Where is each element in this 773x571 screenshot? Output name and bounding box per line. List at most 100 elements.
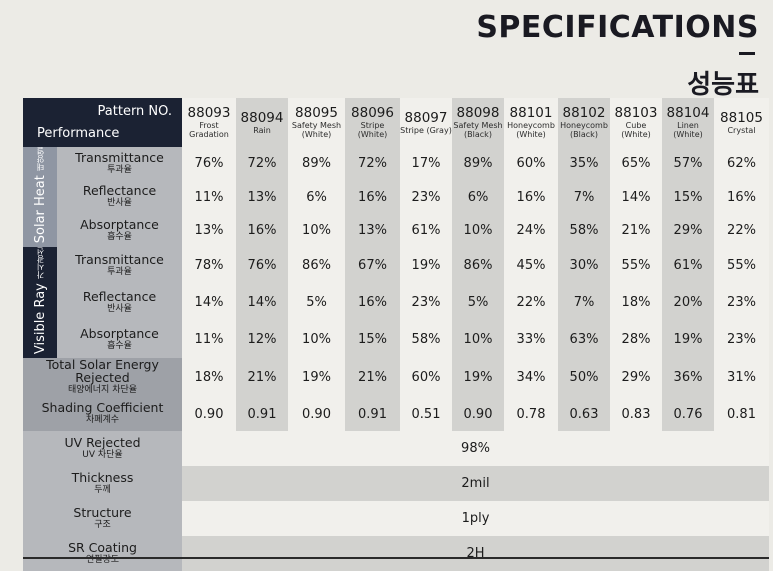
- value-cell: 76%: [236, 247, 288, 285]
- value-cell: 31%: [714, 358, 769, 398]
- table-row: Absorptance 흡수율 13% 16% 10% 13% 61% 10% 2…: [23, 213, 769, 248]
- row-label-ko: 반사율: [107, 198, 132, 209]
- full-width-value: 1ply: [182, 501, 769, 537]
- group-solar-heat: Solar Heat 태양열: [23, 147, 57, 248]
- row-label: UV Rejected UV 차단율: [23, 431, 182, 467]
- row-label-en: Shading Coefficient: [41, 400, 164, 416]
- table-row: Thickness 두께 2mil: [23, 466, 769, 502]
- pattern-code: 88101: [509, 105, 553, 121]
- value-cell: 15%: [345, 321, 400, 359]
- value-cell: 7%: [558, 180, 610, 214]
- value-cell: 58%: [558, 213, 610, 248]
- row-label-en: Transmittance: [75, 251, 164, 267]
- row-label-en: UV Rejected: [64, 434, 141, 450]
- value-cell: 72%: [236, 147, 288, 181]
- row-label: Reflectance 반사율: [57, 180, 182, 214]
- pattern-code: 88098: [456, 105, 500, 121]
- value-cell: 22%: [504, 284, 558, 322]
- value-cell: 61%: [400, 213, 452, 248]
- full-width-value: 2H: [182, 536, 769, 571]
- value-cell: 30%: [558, 247, 610, 285]
- pattern-header: 88104 Linen (White): [662, 98, 714, 147]
- value-cell: 55%: [714, 247, 769, 285]
- value-cell: 11%: [182, 321, 236, 359]
- row-label-ko: 투과율: [107, 266, 132, 277]
- value-cell: 6%: [452, 180, 504, 214]
- value-cell: 36%: [662, 358, 714, 398]
- pattern-desc: Linen (White): [673, 121, 703, 139]
- table-row: Reflectance 반사율 14% 14% 5% 16% 23% 5% 22%…: [23, 284, 769, 322]
- value-cell: 16%: [345, 180, 400, 214]
- value-cell: 55%: [610, 247, 662, 285]
- value-cell: 0.63: [558, 397, 610, 432]
- row-label-ko: 반사율: [107, 303, 132, 314]
- pattern-code: 88095: [295, 105, 338, 121]
- value-cell: 35%: [558, 147, 610, 181]
- corner-performance-label: Performance: [37, 126, 120, 141]
- value-cell: 0.51: [400, 397, 452, 432]
- row-label: Absorptance 흡수율: [57, 213, 182, 248]
- pattern-desc: Safety Mesh (Black): [453, 121, 503, 139]
- group-visible-ray: Visible Ray 가시광선: [23, 247, 57, 359]
- value-cell: 21%: [345, 358, 400, 398]
- value-cell: 5%: [288, 284, 345, 322]
- row-label: Transmittance 투과율: [57, 247, 182, 285]
- pattern-desc: Cube (White): [621, 121, 651, 139]
- value-cell: 10%: [452, 321, 504, 359]
- value-cell: 19%: [288, 358, 345, 398]
- pattern-header: 88105 Crystal: [714, 98, 769, 147]
- value-cell: 65%: [610, 147, 662, 181]
- row-label: Shading Coefficient 차폐계수: [23, 397, 182, 432]
- pattern-header: 88093 Frost Gradation: [182, 98, 236, 147]
- value-cell: 16%: [345, 284, 400, 322]
- pattern-desc: Honeycomb (White): [507, 121, 555, 139]
- title-underline: [739, 52, 755, 55]
- value-cell: 58%: [400, 321, 452, 359]
- row-label-ko: 투과율: [107, 164, 132, 175]
- value-cell: 89%: [288, 147, 345, 181]
- pattern-header: 88094 Rain: [236, 98, 288, 147]
- row-label-ko: 흡수율: [107, 340, 132, 351]
- table-row: Reflectance 반사율 11% 13% 6% 16% 23% 6% 16%…: [23, 180, 769, 214]
- value-cell: 57%: [662, 147, 714, 181]
- group-label-en: Solar Heat: [32, 175, 48, 244]
- value-cell: 19%: [400, 247, 452, 285]
- value-cell: 33%: [504, 321, 558, 359]
- header-corner: Pattern NO. Performance: [23, 98, 182, 147]
- value-cell: 28%: [610, 321, 662, 359]
- pattern-desc: Stripe (White): [357, 121, 388, 139]
- value-cell: 19%: [452, 358, 504, 398]
- pattern-header: 88095 Safety Mesh (White): [288, 98, 345, 147]
- pattern-code: 88096: [351, 105, 394, 121]
- row-label-ko: 두께: [94, 484, 111, 495]
- value-cell: 10%: [452, 213, 504, 248]
- pattern-header: 88101 Honeycomb (White): [504, 98, 558, 147]
- value-cell: 20%: [662, 284, 714, 322]
- value-cell: 29%: [662, 213, 714, 248]
- pattern-header: 88098 Safety Mesh (Black): [452, 98, 504, 147]
- value-cell: 60%: [504, 147, 558, 181]
- value-cell: 76%: [182, 147, 236, 181]
- row-label: Thickness 두께: [23, 466, 182, 502]
- value-cell: 62%: [714, 147, 769, 181]
- row-label-en: Transmittance: [75, 149, 164, 165]
- row-label-ko: 연필강도: [85, 554, 120, 565]
- row-label: Total Solar Energy Rejected 태양에너지 차단율: [23, 358, 182, 398]
- row-label-en: Thickness: [71, 469, 134, 485]
- value-cell: 7%: [558, 284, 610, 322]
- full-width-value: 98%: [182, 431, 769, 467]
- title-english: SPECIFICATIONS: [476, 10, 759, 45]
- full-width-value: 2mil: [182, 466, 769, 502]
- value-cell: 10%: [288, 321, 345, 359]
- value-cell: 21%: [610, 213, 662, 248]
- value-cell: 13%: [182, 213, 236, 248]
- group-label-en: Visible Ray: [32, 283, 48, 355]
- value-cell: 50%: [558, 358, 610, 398]
- pattern-code: 88097: [404, 109, 448, 126]
- table-row: Total Solar Energy Rejected 태양에너지 차단율 18%…: [23, 358, 769, 398]
- value-cell: 67%: [345, 247, 400, 285]
- pattern-code: 88103: [614, 105, 658, 121]
- table-row: Visible Ray 가시광선 Transmittance 투과율 78% 76…: [23, 247, 769, 359]
- row-label-ko: UV 차단율: [82, 449, 123, 460]
- table-row: UV Rejected UV 차단율 98%: [23, 431, 769, 467]
